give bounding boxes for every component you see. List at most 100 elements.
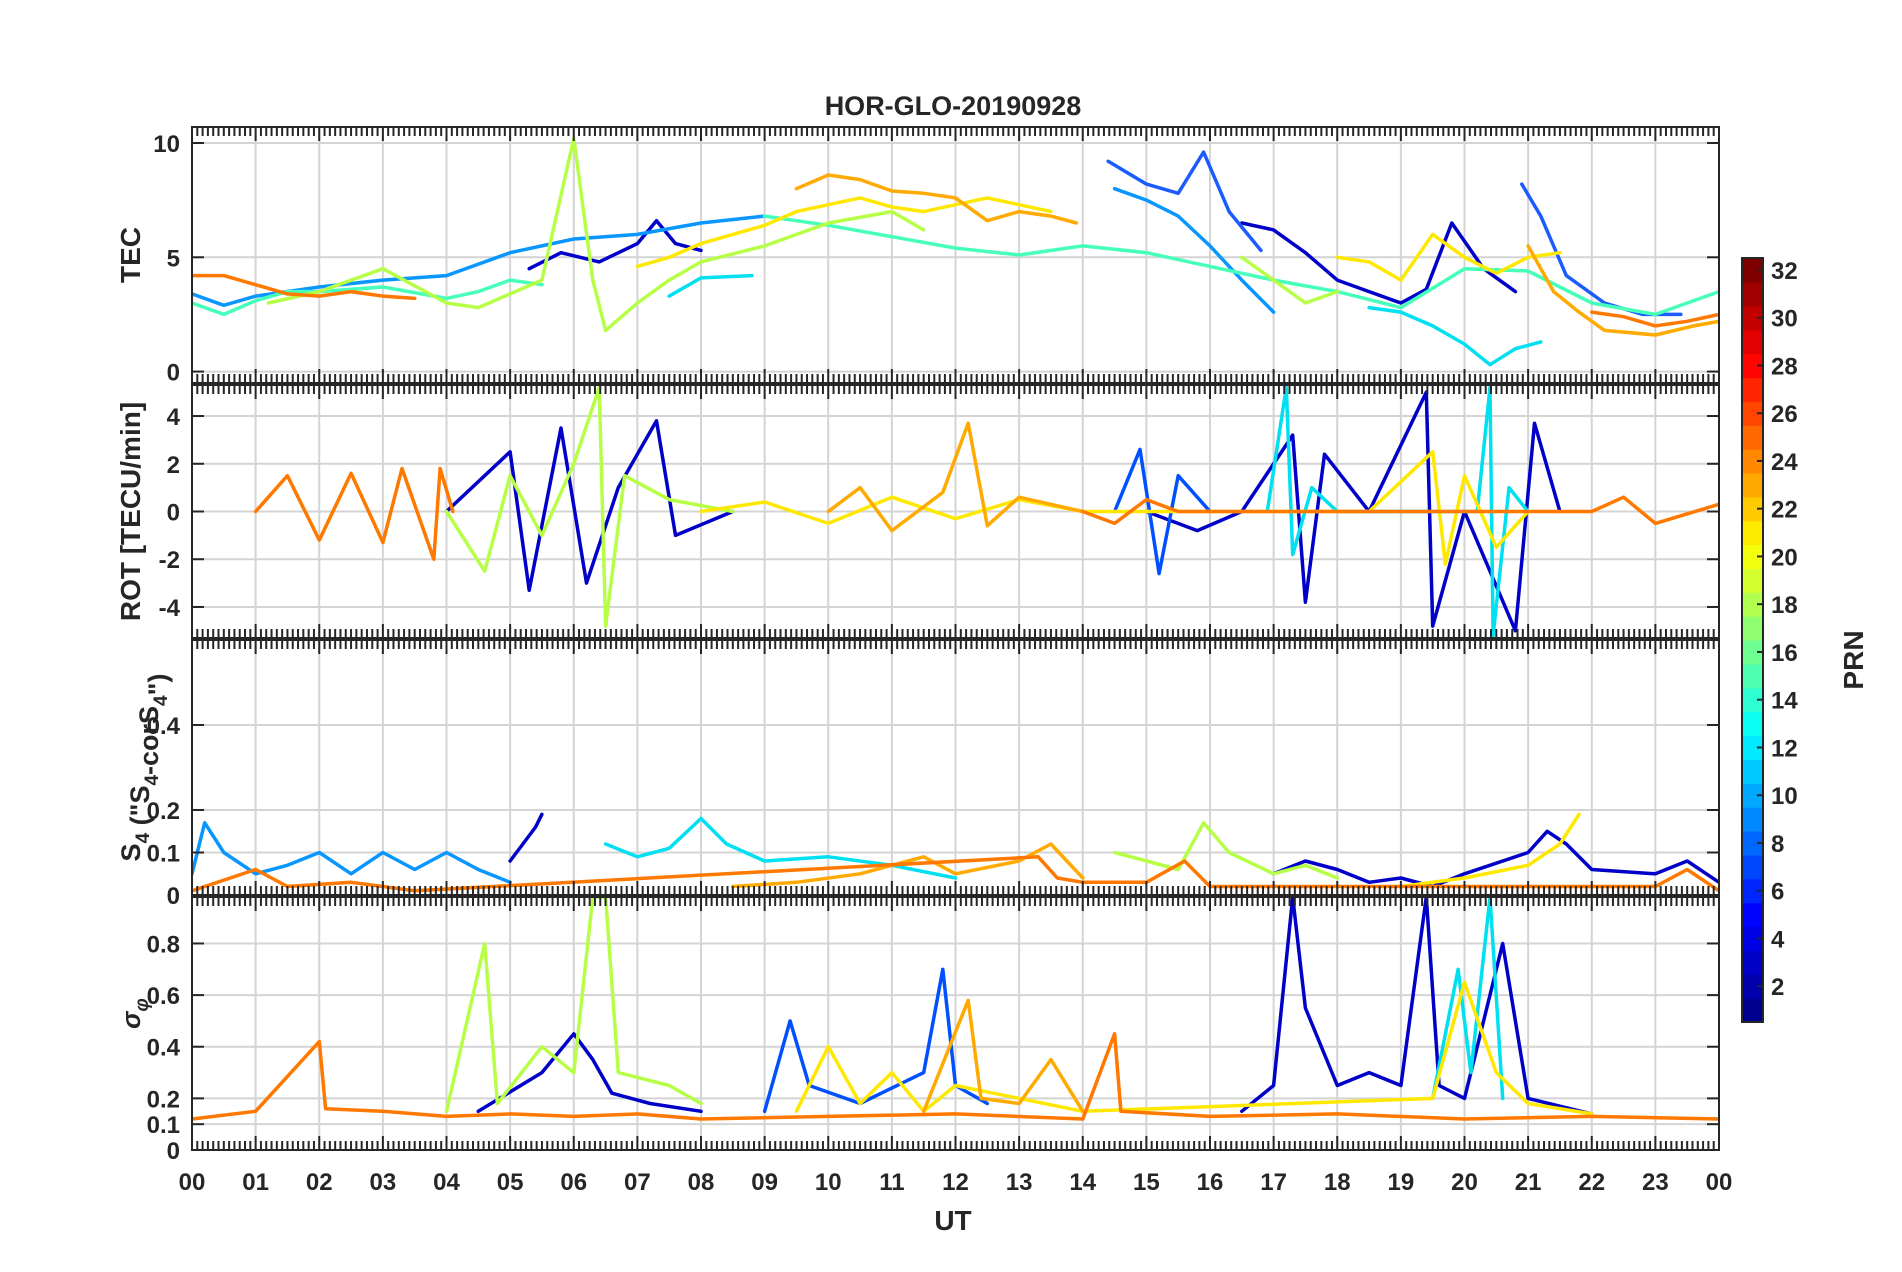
x-tick-label: 22: [1578, 1169, 1605, 1196]
colorbar-swatch: [1742, 305, 1763, 331]
colorbar-swatch: [1742, 878, 1763, 904]
y-tick-label: 2: [167, 452, 180, 479]
colorbar-swatch: [1742, 425, 1763, 450]
x-tick-label: 10: [815, 1169, 842, 1196]
y-tick-label: 0: [167, 1138, 180, 1165]
series-line-prn-3: [508, 812, 544, 863]
colorbar-tick-label: 18: [1771, 592, 1798, 619]
y-axis-label-s4: S4 ("S4-corS4"): [116, 674, 173, 862]
colorbar-swatch: [1742, 592, 1763, 617]
colorbar-swatch: [1742, 353, 1763, 378]
series-line-prn-14: [762, 214, 1719, 317]
colorbar-swatch: [1742, 759, 1763, 784]
series-line-prn-3: [476, 1032, 703, 1114]
y-tick-label: 5: [167, 245, 180, 272]
series-line-prn-14: [192, 278, 544, 317]
series-line-prn-20: [635, 196, 1053, 269]
x-tick-label: 00: [1706, 1169, 1733, 1196]
colorbar-swatch: [1742, 568, 1763, 593]
colorbar-swatch: [1742, 735, 1763, 760]
series-line-prn-17: [1240, 255, 1340, 305]
x-tick-label: 02: [306, 1169, 333, 1196]
colorbar-swatch: [1742, 640, 1763, 665]
colorbar-swatch: [1742, 401, 1763, 426]
series-line-prn-22: [921, 998, 1085, 1114]
colorbar-swatch: [1742, 449, 1763, 474]
colorbar-tick-label: 20: [1771, 544, 1798, 571]
series-line-prn-12: [667, 273, 754, 298]
colorbar-swatch: [1742, 687, 1763, 713]
colorbar-tick-label: 32: [1771, 258, 1798, 285]
colorbar-swatch: [1742, 998, 1763, 1023]
y-tick-label: 0.1: [147, 1112, 180, 1139]
y-tick-label: 4: [167, 404, 181, 431]
series-line-prn-24: [192, 1032, 1719, 1121]
series-line-prn-22: [731, 842, 1085, 889]
series-line-prn-17: [444, 897, 703, 1114]
y-tick-label: -4: [159, 595, 181, 622]
y-tick-label: 0.8: [147, 931, 180, 958]
x-tick-label: 04: [433, 1169, 460, 1196]
series-line-prn-6: [1112, 447, 1212, 576]
series-line-prn-3: [444, 419, 735, 593]
y-axis-label-rot: ROT [TECU/min]: [115, 402, 146, 621]
x-tick-label: 12: [942, 1169, 969, 1196]
y-tick-label: 0.4: [147, 1035, 181, 1062]
colorbar-swatch: [1742, 496, 1763, 522]
x-tick-label: 08: [688, 1169, 715, 1196]
y-tick-label: 10: [153, 131, 180, 158]
colorbar-swatch: [1742, 783, 1763, 808]
colorbar-swatch: [1742, 616, 1763, 641]
colorbar-swatch: [1742, 544, 1763, 569]
colorbar-swatch: [1742, 472, 1763, 498]
colorbar-tick-label: 12: [1771, 735, 1798, 762]
x-tick-label: 00: [179, 1169, 206, 1196]
x-tick-label: 05: [497, 1169, 524, 1196]
colorbar-tick-label: 8: [1771, 831, 1784, 858]
colorbar-swatch: [1742, 854, 1763, 880]
colorbar-tick-label: 2: [1771, 974, 1784, 1001]
y-tick-label: 0: [167, 360, 180, 387]
x-tick-label: 03: [370, 1169, 397, 1196]
series-line-prn-20: [794, 980, 1594, 1116]
series-line-prn-17: [266, 136, 926, 333]
x-axis: 00 01 02 03 04 05 06 07 08 09 10 11 12 13 14 15 16 17 18 19…: [179, 1169, 1733, 1196]
x-tick-label: 13: [1006, 1169, 1033, 1196]
colorbar-label: PRN: [1838, 630, 1869, 689]
chart-title: HOR-GLO-20190928: [825, 91, 1082, 121]
colorbar-tick-label: 24: [1771, 449, 1798, 476]
series-line-prn-22: [794, 173, 1079, 225]
series-line-prn-12: [1430, 897, 1505, 1101]
series-line-prn-22: [1526, 244, 1719, 337]
x-tick-label: 11: [879, 1169, 904, 1196]
y-tick-label: -2: [159, 547, 180, 574]
x-tick-label: 07: [624, 1169, 651, 1196]
series-line-prn-24: [192, 273, 417, 301]
colorbar-swatch: [1742, 950, 1763, 975]
x-tick-label: 20: [1451, 1169, 1478, 1196]
x-tick-label: 18: [1324, 1169, 1351, 1196]
y-tick-label: 0.2: [147, 798, 180, 825]
y-axis-label-sigma_phi: σφ: [116, 998, 153, 1029]
series-line-prn-3: [1240, 221, 1518, 305]
colorbar-swatch: [1742, 807, 1763, 832]
y-axis-label-tec: TEC: [115, 227, 146, 283]
colorbar-swatch: [1742, 329, 1763, 355]
series-line-prn-3: [527, 218, 703, 271]
series-line-prn-9: [192, 214, 767, 308]
colorbar-swatch: [1742, 281, 1763, 307]
colorbar-tick-label: 6: [1771, 879, 1784, 906]
series-line-prn-12: [603, 816, 958, 880]
y-tick-label: 0.2: [147, 1086, 180, 1113]
panel-rot: -4 -2 0 2 4 ROT [TECU/min]: [115, 384, 1720, 639]
colorbar-frame: [1741, 257, 1764, 1023]
y-tick-label: 0.4: [147, 713, 181, 740]
series-line-prn-17: [444, 385, 735, 628]
panel-sigma_phi: 00.10.2 0.4 0.6 0.8 σφ: [116, 896, 1720, 1165]
colorbar-swatch: [1742, 831, 1763, 856]
series-line-prn-9: [1112, 186, 1276, 314]
series-line-prn-3: [1271, 829, 1719, 889]
colorbar-tick-label: 14: [1771, 688, 1798, 715]
series-line-prn-24: [1590, 310, 1719, 328]
